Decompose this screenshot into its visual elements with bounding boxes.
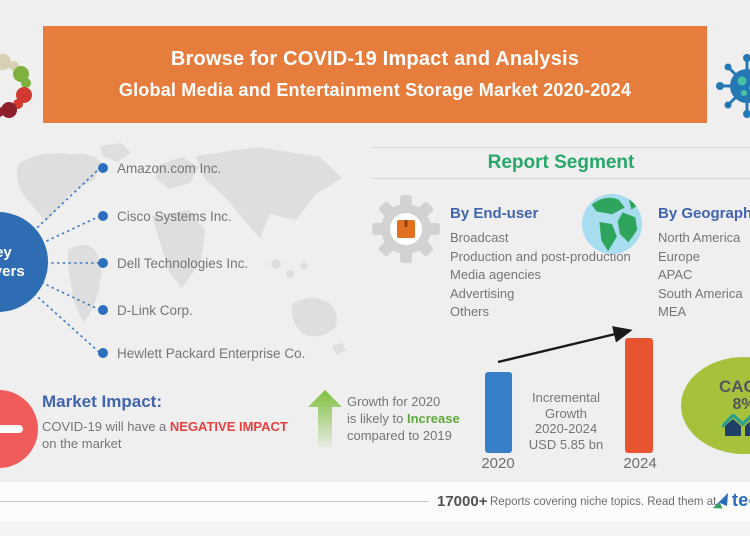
geography-item: North America bbox=[658, 230, 741, 245]
key-vendors-line1: Key bbox=[0, 244, 12, 261]
geography-heading: By Geography bbox=[658, 205, 750, 222]
divider-top bbox=[372, 147, 750, 148]
report-count: 17000+ bbox=[437, 493, 488, 510]
increase-highlight: Increase bbox=[406, 411, 460, 426]
coronavirus-left-icon bbox=[0, 54, 32, 118]
cagr-badge: CAGR 8% bbox=[681, 357, 750, 454]
package-box-icon bbox=[397, 220, 415, 238]
footer-lower-band bbox=[0, 521, 750, 536]
growth-note-line1: Growth for 2020 bbox=[347, 394, 441, 409]
company-label: Hewlett Packard Enterprise Co. bbox=[117, 345, 306, 361]
footer-rule bbox=[0, 501, 429, 502]
bullet-dot-icon bbox=[98, 305, 108, 315]
geography-list: North America Europe APAC South America … bbox=[658, 229, 743, 322]
technavio-brand[interactable]: technavio bbox=[732, 490, 750, 510]
bar-label-2020: 2020 bbox=[481, 455, 515, 472]
growth-note-line2: is likely to bbox=[347, 411, 407, 426]
growth-chart-icon bbox=[722, 414, 750, 436]
end-user-item: Others bbox=[450, 304, 490, 320]
report-segment-title: Report Segment bbox=[487, 152, 635, 173]
bar-2020 bbox=[485, 372, 512, 453]
banner-line1: Browse for COVID-19 Impact and Analysis bbox=[170, 48, 580, 70]
geography-item: South America bbox=[658, 285, 743, 301]
market-impact-heading: Market Impact: bbox=[42, 392, 162, 411]
bullet-dot-icon bbox=[98, 258, 108, 268]
end-user-heading: By End-user bbox=[450, 205, 539, 222]
footer-text: Reports covering niche topics. Read them… bbox=[490, 496, 717, 508]
company-label: Dell Technologies Inc. bbox=[117, 255, 249, 271]
coronavirus-right-icon bbox=[716, 54, 750, 118]
cagr-label: CAGR bbox=[718, 377, 750, 396]
end-user-item: Production and post-production bbox=[450, 248, 631, 264]
gear-package-icon bbox=[372, 195, 440, 263]
geography-item: APAC bbox=[658, 267, 693, 283]
impact-text-after: on the market bbox=[42, 436, 122, 451]
incremental-line: USD 5.85 bn bbox=[528, 436, 604, 452]
company-row: Amazon.com Inc. bbox=[98, 159, 221, 177]
company-row: D-Link Corp. bbox=[98, 301, 193, 319]
impact-text-before: COVID-19 will have a bbox=[42, 419, 170, 434]
end-user-item: Broadcast bbox=[450, 230, 509, 245]
company-row: Hewlett Packard Enterprise Co. bbox=[98, 344, 305, 362]
geography-item: Europe bbox=[658, 248, 700, 264]
market-impact-text: COVID-19 will have a NEGATIVE IMPACT on … bbox=[42, 418, 304, 452]
technavio-logo-icon[interactable] bbox=[711, 492, 729, 510]
bar-label-2024: 2024 bbox=[623, 455, 657, 472]
bullet-dot-icon bbox=[98, 348, 108, 358]
incremental-line: Incremental bbox=[532, 390, 600, 405]
globe-icon bbox=[581, 193, 643, 255]
key-vendors-line2: Players bbox=[0, 263, 25, 280]
negative-impact-highlight: NEGATIVE IMPACT bbox=[169, 419, 288, 434]
company-row: Cisco Systems Inc. bbox=[98, 207, 232, 225]
incremental-line: 2020-2024 bbox=[534, 421, 598, 436]
growth-note: Growth for 2020 is likely to Increase co… bbox=[347, 393, 460, 444]
banner-line2: Global Media and Entertainment Storage M… bbox=[118, 80, 632, 100]
bullet-dot-icon bbox=[98, 211, 108, 221]
company-label: Cisco Systems Inc. bbox=[117, 208, 232, 224]
growth-note-line3: compared to 2019 bbox=[347, 428, 452, 443]
trend-arrow-icon bbox=[497, 326, 633, 364]
end-user-list: Broadcast Production and post-production… bbox=[450, 229, 631, 322]
minus-circle-icon bbox=[0, 390, 38, 468]
company-row: Dell Technologies Inc. bbox=[98, 254, 248, 272]
company-label: Amazon.com Inc. bbox=[117, 160, 222, 176]
bar-2024 bbox=[625, 338, 653, 453]
growth-up-arrow-icon bbox=[308, 390, 342, 447]
bullet-dot-icon bbox=[98, 163, 108, 173]
cagr-value: 8% bbox=[732, 396, 750, 413]
geography-item: MEA bbox=[658, 304, 687, 320]
world-map bbox=[17, 143, 346, 355]
end-user-item: Media agencies bbox=[450, 267, 542, 283]
company-label: D-Link Corp. bbox=[117, 302, 193, 318]
incremental-line: Growth bbox=[545, 405, 587, 421]
incremental-growth-label: Incremental Growth 2020-2024 USD 5.85 bn bbox=[506, 390, 626, 452]
end-user-item: Advertising bbox=[450, 285, 515, 301]
covid-banner: Browse for COVID-19 Impact and Analysis … bbox=[43, 26, 707, 123]
divider-bottom bbox=[372, 178, 750, 179]
